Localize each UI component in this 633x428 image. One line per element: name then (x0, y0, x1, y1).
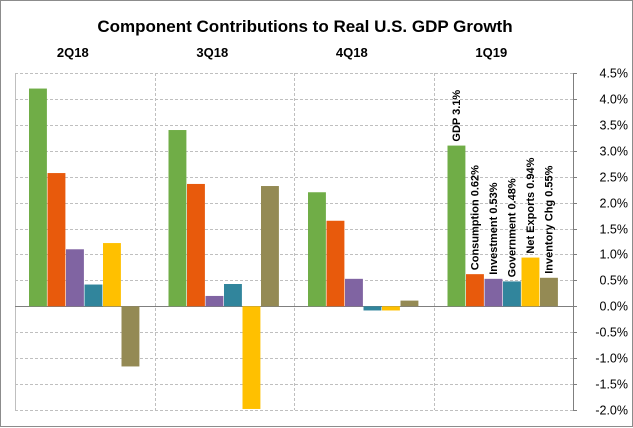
y-tick-label: 0.5% (600, 274, 629, 288)
data-annotation: Inventory Chg 0.55% (543, 165, 555, 273)
y-tick-label: 2.5% (600, 171, 629, 185)
category-label: 1Q19 (475, 45, 507, 60)
bar (326, 220, 345, 307)
bar (382, 306, 400, 311)
bar (187, 183, 205, 307)
data-annotation: GDP 3.1% (451, 90, 463, 142)
bar (540, 277, 558, 307)
axes (15, 73, 577, 411)
bar (466, 274, 484, 307)
y-tick-label: 4.5% (600, 67, 629, 81)
data-annotation: Net Exports 0.94% (525, 157, 537, 253)
bar (47, 173, 66, 307)
y-tick-label: 3.0% (600, 145, 629, 159)
chart-title: Component Contributions to Real U.S. GDP… (97, 17, 512, 36)
y-tick-label: 2.0% (600, 197, 629, 211)
bar (521, 257, 540, 307)
bar (121, 306, 140, 367)
bar (400, 300, 419, 307)
y-tick-label: -1.5% (595, 378, 628, 392)
bar (66, 249, 84, 307)
bar (308, 192, 326, 307)
y-tick-label: 1.5% (600, 223, 629, 237)
category-label: 4Q18 (336, 45, 368, 60)
bar (84, 284, 103, 307)
bar (242, 306, 261, 409)
data-annotation: Consumption 0.62% (469, 165, 481, 270)
bar (503, 281, 521, 307)
y-tick-label: -1.0% (595, 352, 628, 366)
bar (29, 88, 47, 307)
bar (363, 306, 382, 311)
bar (484, 278, 503, 307)
category-label: 2Q18 (57, 45, 89, 60)
y-tick-label: 1.0% (600, 248, 629, 262)
y-tick-label: 0.0% (600, 300, 629, 314)
y-tick-label: 3.5% (600, 119, 629, 133)
bars (29, 88, 558, 409)
category-label: 3Q18 (196, 45, 228, 60)
y-tick-label: -0.5% (595, 326, 628, 340)
y-tick-label: -2.0% (595, 404, 628, 418)
data-annotation: Government 0.48% (506, 178, 518, 277)
bar (168, 130, 187, 307)
labels: 4.5% 4.0% 3.5% 3.0% 2.5% 2.0% 1.5% 1.0% 0.5% 0.0%… (57, 45, 628, 418)
data-annotation: Investment 0.53% (488, 182, 500, 275)
bar (224, 284, 242, 307)
y-tick-label: 4.0% (600, 93, 629, 107)
bar (261, 186, 279, 307)
bar (345, 278, 363, 307)
bar (205, 295, 224, 307)
bar (103, 243, 121, 307)
bar (447, 145, 466, 307)
